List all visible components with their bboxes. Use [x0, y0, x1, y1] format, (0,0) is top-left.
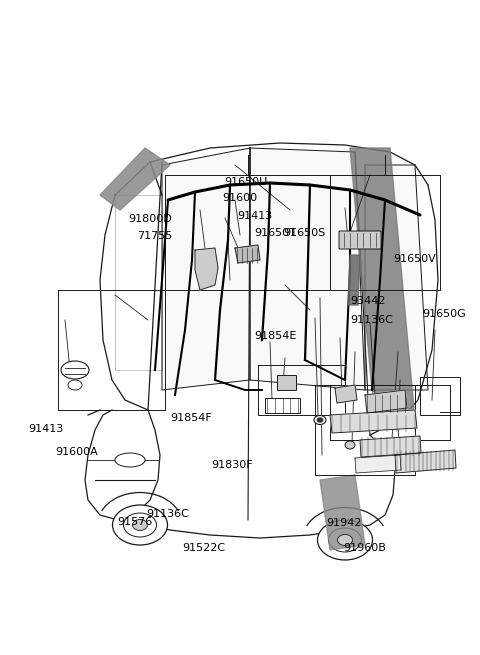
Text: 91650S: 91650S	[283, 227, 325, 238]
Ellipse shape	[345, 441, 355, 449]
FancyBboxPatch shape	[339, 231, 381, 249]
Ellipse shape	[337, 534, 352, 546]
Text: 91650T: 91650T	[254, 227, 296, 238]
Polygon shape	[195, 248, 218, 290]
Polygon shape	[162, 148, 250, 390]
Text: 91854F: 91854F	[170, 413, 212, 423]
Ellipse shape	[314, 415, 326, 424]
Text: 71755: 71755	[137, 231, 172, 241]
Ellipse shape	[115, 453, 145, 467]
Ellipse shape	[123, 513, 156, 537]
Polygon shape	[235, 245, 260, 263]
Text: 91650V: 91650V	[394, 253, 436, 264]
Text: 91413: 91413	[238, 211, 273, 221]
Polygon shape	[320, 475, 365, 550]
Text: 91576: 91576	[118, 517, 153, 527]
Text: 91960B: 91960B	[343, 544, 386, 553]
Text: 91136C: 91136C	[146, 509, 189, 519]
Ellipse shape	[112, 505, 168, 545]
Ellipse shape	[328, 528, 361, 552]
Polygon shape	[335, 385, 357, 403]
Polygon shape	[350, 148, 415, 420]
Text: 91830F: 91830F	[211, 460, 253, 470]
Text: 91650G: 91650G	[422, 309, 466, 320]
Polygon shape	[395, 450, 456, 473]
Polygon shape	[100, 148, 170, 210]
Ellipse shape	[317, 418, 323, 422]
Polygon shape	[360, 436, 421, 457]
Polygon shape	[355, 455, 401, 473]
Polygon shape	[330, 410, 417, 433]
Bar	[265, 398, 300, 413]
Text: 91800D: 91800D	[129, 214, 172, 224]
Text: 91650U: 91650U	[225, 177, 268, 187]
Text: 91413: 91413	[28, 424, 63, 434]
Text: 93442: 93442	[350, 296, 386, 307]
Bar	[420, 377, 460, 415]
FancyBboxPatch shape	[277, 375, 297, 390]
Text: 91600A: 91600A	[55, 447, 98, 457]
Text: 91136C: 91136C	[350, 314, 393, 325]
Text: 91600: 91600	[222, 193, 257, 203]
Polygon shape	[250, 148, 365, 390]
Ellipse shape	[61, 361, 89, 379]
Text: 91942: 91942	[326, 517, 362, 528]
Polygon shape	[365, 165, 428, 390]
Ellipse shape	[132, 519, 147, 531]
Ellipse shape	[317, 520, 372, 560]
Text: 91522C: 91522C	[182, 544, 226, 553]
Text: 91854E: 91854E	[254, 331, 297, 341]
Polygon shape	[348, 255, 360, 305]
Ellipse shape	[68, 380, 82, 390]
Polygon shape	[365, 390, 407, 413]
